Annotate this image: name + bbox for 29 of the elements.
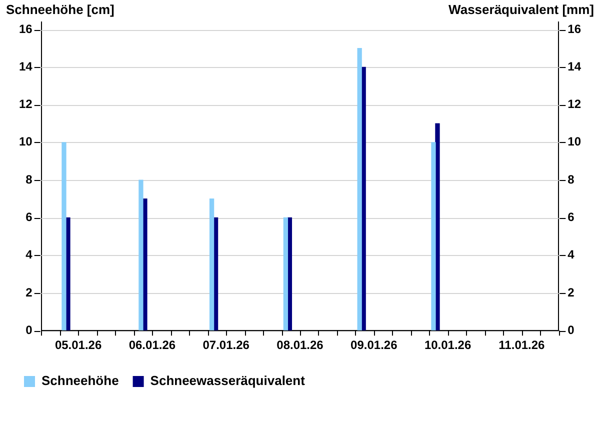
y2-tick-label: 8 [568, 172, 575, 186]
y2-tick-label: 16 [568, 22, 582, 36]
y-tick-label: 14 [18, 59, 33, 74]
y-tick-label: 4 [26, 248, 33, 262]
x-tick-label: 09.01.26 [350, 338, 398, 352]
x-tick-label: 10.01.26 [424, 338, 472, 352]
y-axis-title: Schneehöhe [cm] [6, 2, 114, 18]
x-tick-label: 06.01.26 [128, 338, 176, 352]
y2-tick-label: 4 [568, 248, 575, 262]
y2-tick-label: 10 [568, 134, 582, 149]
y2-axis-title: Wasseräquivalent [mm] [448, 2, 594, 18]
y2-tick-label: 12 [568, 97, 582, 112]
x-tick-label: 05.01.26 [54, 338, 102, 352]
y-tick-label: 16 [18, 22, 33, 36]
x-tick-label: 08.01.26 [276, 338, 324, 352]
legend-label: Schneehöhe [42, 373, 119, 388]
y2-tick-label: 14 [568, 59, 582, 74]
y2-tick-label: 6 [568, 210, 575, 224]
y-tick-label: 8 [26, 172, 33, 186]
legend-label: Schneewasseräquivalent [150, 373, 306, 388]
y2-tick-label: 0 [568, 322, 575, 337]
y-tick-label: 10 [18, 134, 33, 149]
y2-tick-label: 2 [568, 285, 575, 300]
x-tick-label: 11.01.26 [498, 338, 546, 352]
y-tick-label: 12 [18, 97, 33, 112]
y-tick-label: 6 [26, 210, 33, 224]
x-tick-label: 07.01.26 [202, 338, 250, 352]
y-tick-label: 2 [26, 285, 33, 300]
y-tick-label: 0 [26, 322, 33, 337]
